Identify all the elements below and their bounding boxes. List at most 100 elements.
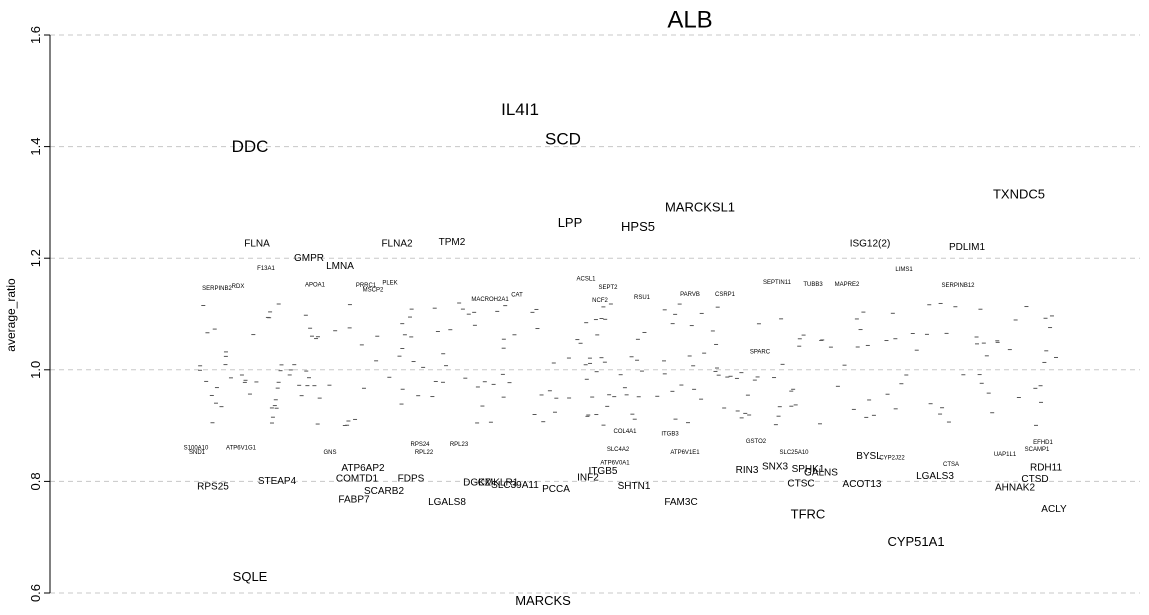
point-label: PRRC1 (356, 283, 377, 289)
y-tick-label: 1.2 (28, 249, 43, 267)
point-label: IL4I1 (501, 100, 539, 119)
point-label: FABP7 (338, 494, 370, 505)
point-label: DGKZ (463, 478, 491, 489)
point-label: INF2 (577, 473, 599, 484)
y-tick-label: 1.0 (28, 361, 43, 379)
y-tick-label: 0.6 (28, 584, 43, 602)
point-label: RSU1 (634, 295, 651, 301)
point-label: CYP51A1 (887, 534, 944, 549)
point-label: F13A1 (257, 266, 275, 272)
point-label: SERPINB2 (202, 286, 232, 292)
point-label: MACROH2A1 (471, 297, 509, 303)
point-label: TXNDC5 (993, 187, 1045, 202)
point-label: HPS5 (621, 219, 655, 234)
point-label: SHTN1 (618, 481, 651, 492)
point-label: RPS24 (410, 442, 430, 448)
point-label: ACLY (1041, 504, 1067, 515)
point-label: SPHK1 (792, 464, 825, 475)
point-label: GALNS (804, 468, 838, 479)
point-label: ACSL1 (576, 276, 596, 282)
y-axis: 0.6 0.8 1.0 1.2 1.4 1.6 (28, 26, 51, 602)
point-label: LPP (558, 215, 583, 230)
point-label: FLNA2 (381, 238, 413, 249)
point-label: RPS25 (197, 482, 229, 493)
unlabeled-point-marks (198, 302, 1059, 426)
point-label: ITGB3 (661, 432, 679, 438)
point-label: PLEK (382, 280, 397, 286)
point-label: RPL23 (450, 442, 469, 448)
point-label: COMTD1 (336, 473, 379, 484)
point-label: LGALS3 (916, 471, 954, 482)
point-label: SCD (545, 129, 581, 148)
grid-lines (50, 34, 1140, 594)
point-label: PARVB (680, 292, 700, 298)
point-label: ALB (667, 6, 712, 33)
point-label: SEPTIN11 (763, 280, 792, 286)
point-label: S100A10 (184, 445, 209, 451)
point-label: ATP6AP2 (341, 463, 385, 474)
point-label: LIMS1 (895, 267, 913, 273)
point-label: SEPT2 (598, 285, 618, 291)
point-label: GSTO2 (746, 439, 767, 445)
point-label: TUBB3 (803, 282, 823, 288)
point-label: SQLE (233, 569, 268, 584)
point-label: ATP6V0A1 (600, 461, 630, 467)
point-label: ATP6V1E1 (670, 450, 700, 456)
point-label: MARCKSL1 (665, 199, 735, 214)
point-label: CAT (511, 293, 523, 299)
point-label: MAPRE2 (835, 282, 860, 288)
y-tick-label: 0.8 (28, 472, 43, 490)
y-tick-label: 1.4 (28, 138, 43, 156)
point-label: STEAP4 (258, 476, 297, 487)
point-label: SCARB2 (364, 486, 404, 497)
y-tick-label: 1.6 (28, 26, 43, 44)
point-label: PCCA (542, 484, 570, 495)
point-label: CSRP1 (715, 292, 736, 298)
y-axis-label: average_ratio (4, 278, 18, 352)
point-label: SLC25A10 (779, 450, 809, 456)
point-label: SERPINB12 (941, 283, 975, 289)
point-label: DDC (232, 137, 269, 156)
point-label: TPM2 (439, 237, 466, 248)
point-label: FLNA (244, 238, 270, 249)
point-label: MARCKS (515, 593, 571, 608)
point-label: SND1 (189, 450, 206, 456)
point-label: CTSD (1021, 474, 1048, 485)
point-label: TFRC (791, 506, 826, 521)
point-label: ATP6V1G1 (226, 445, 257, 451)
point-label: SLC39A11 (491, 480, 539, 491)
point-label: SLC4A2 (607, 447, 630, 453)
gene-labels: ALB IL4I1 SCD DDC TXNDC5 MARCKSL1 LPP HPS5 FLNA F… (184, 6, 1067, 607)
point-label: ITGB5 (589, 466, 618, 477)
point-label: GMPR (294, 253, 324, 264)
point-label: RIN3 (736, 465, 759, 476)
point-label: SPARC (750, 350, 771, 356)
point-label: ISG12(2) (850, 238, 891, 249)
point-label: SNX3 (762, 462, 789, 473)
point-label: ACOT13 (843, 479, 882, 490)
point-label: FAM3C (664, 497, 697, 508)
point-label: APOA1 (305, 283, 326, 289)
point-label: NCF2 (592, 298, 608, 304)
point-label: CMKLR1 (478, 478, 519, 489)
point-label: LMNA (326, 261, 354, 272)
point-label: FDPS (398, 473, 425, 484)
point-label: LGALS8 (428, 497, 466, 508)
point-label: RPL22 (415, 450, 434, 456)
point-label: EFHD1 (1033, 440, 1053, 446)
point-label: CTSA (943, 462, 959, 468)
point-label: UAP1L1 (994, 452, 1017, 458)
point-label: AHNAK2 (995, 483, 1035, 494)
point-label: GNS (323, 450, 336, 456)
point-label: BYSL (856, 451, 882, 462)
point-label: RDX (232, 284, 245, 290)
point-label: COL4A1 (613, 429, 637, 435)
point-label: CTSC (787, 478, 814, 489)
point-label: MSCP2 (363, 288, 384, 294)
point-label: RDH11 (1030, 463, 1062, 474)
point-label: CYP2J22 (879, 456, 905, 462)
point-label: SCAMP1 (1025, 447, 1050, 453)
point-label: PDLIM1 (949, 242, 986, 253)
